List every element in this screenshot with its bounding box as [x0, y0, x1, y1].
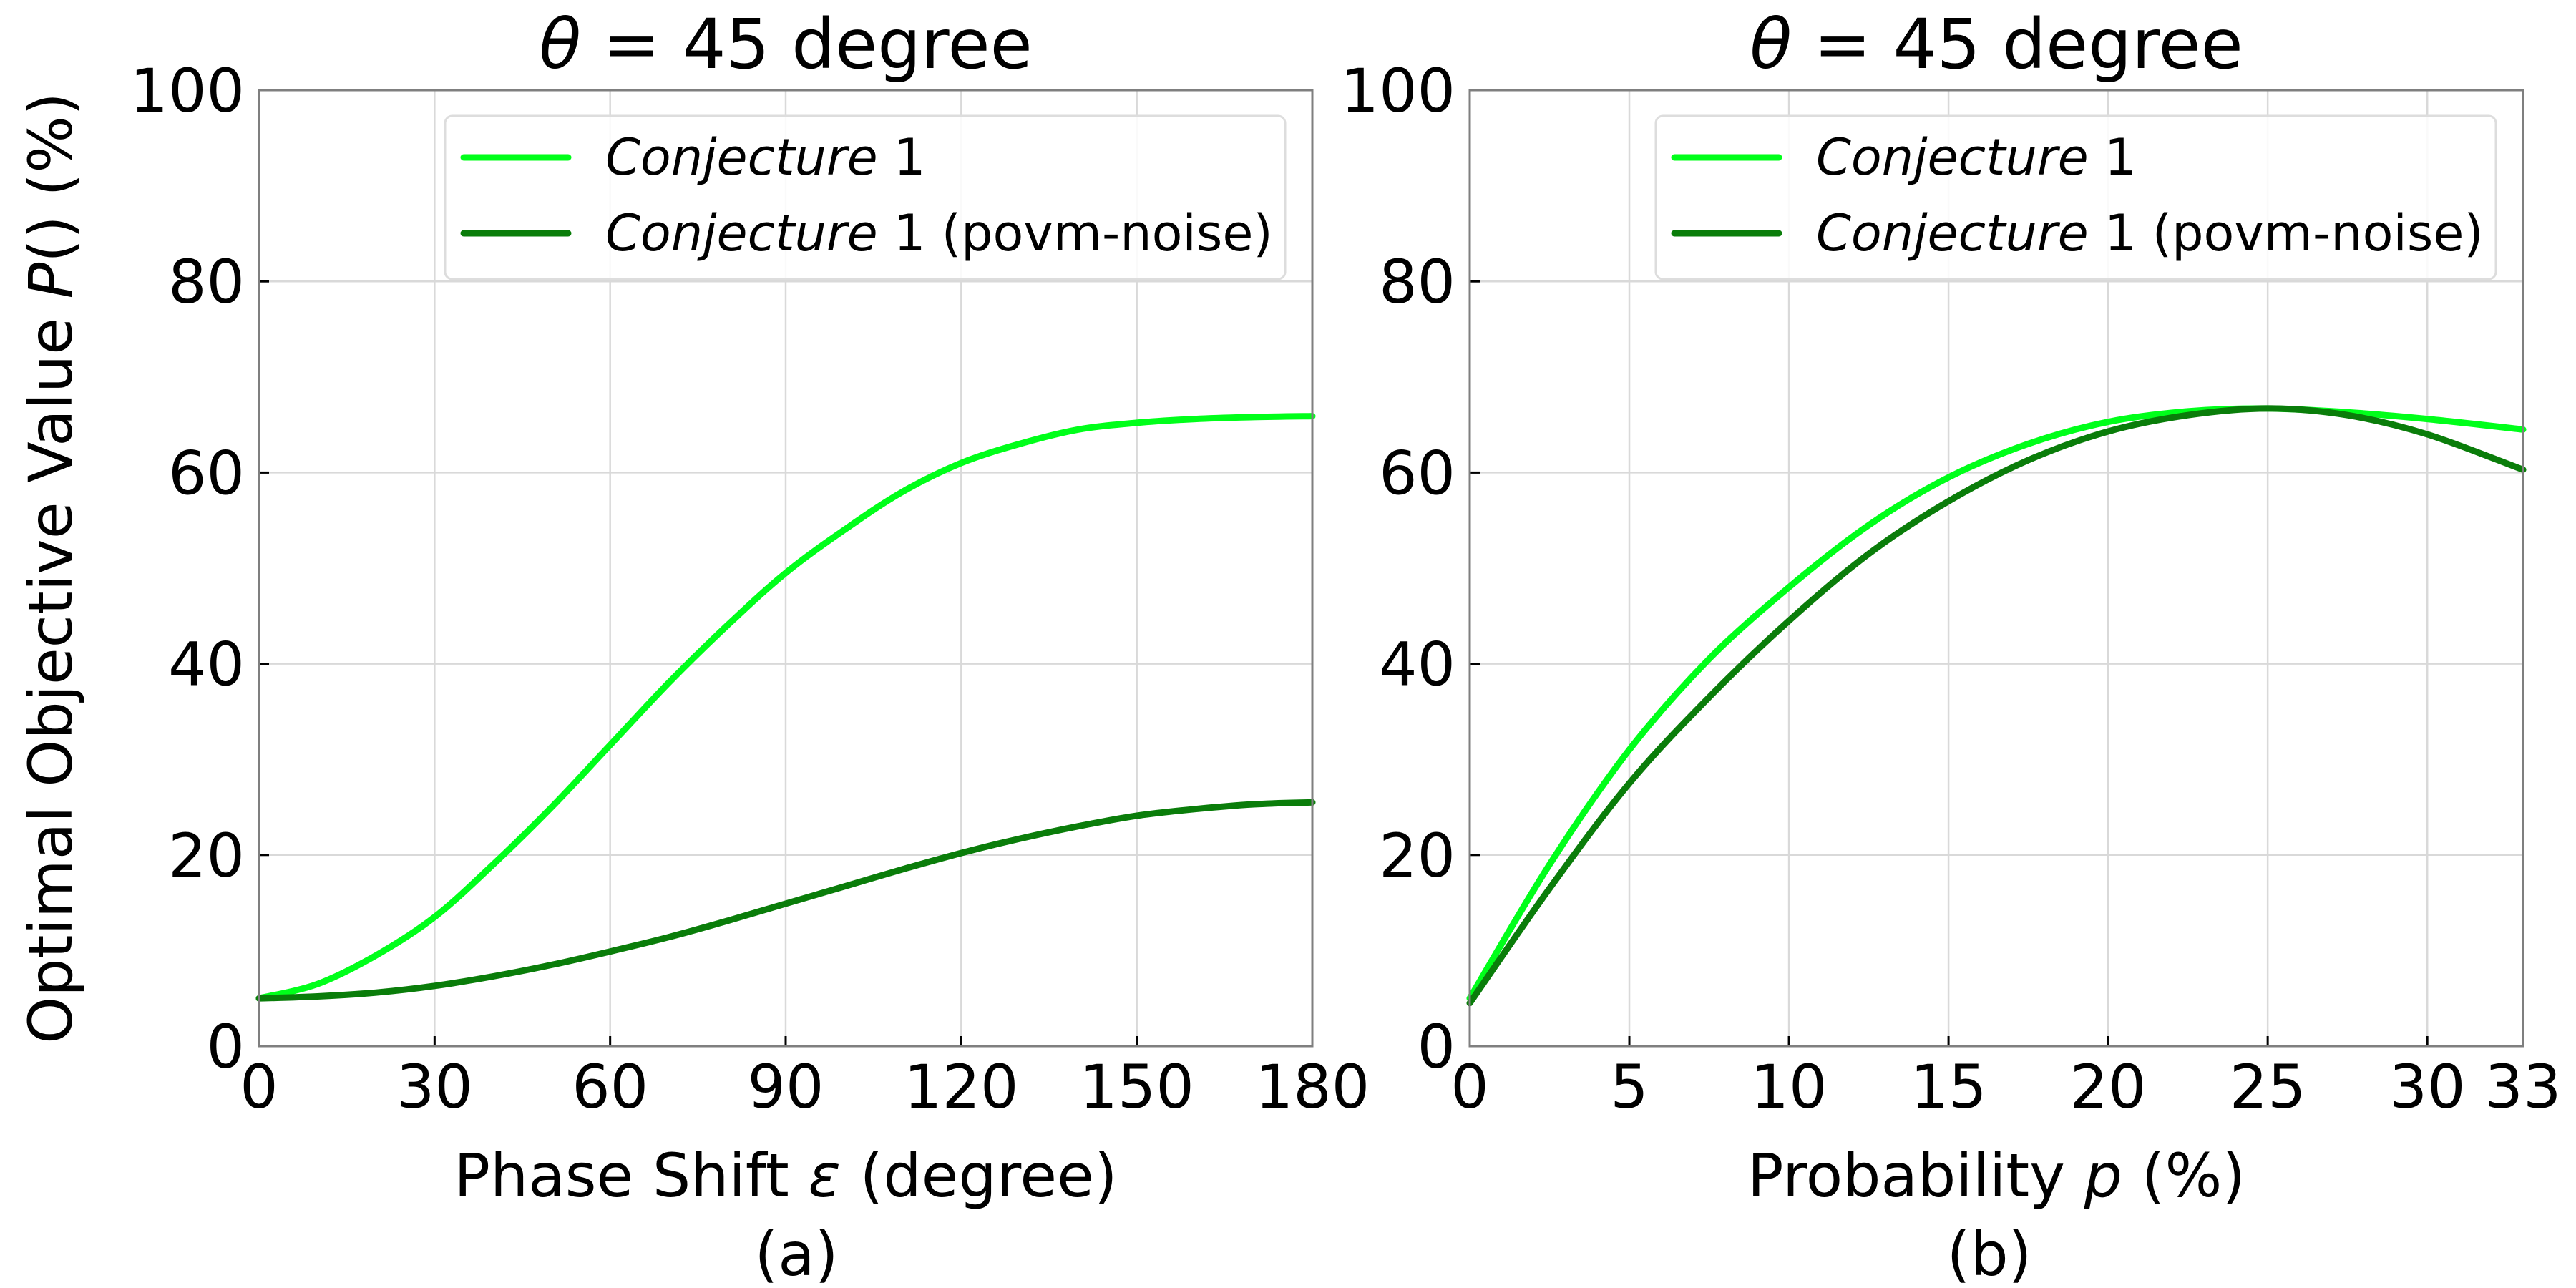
panel-a-x-label-prefix: Phase Shift [454, 1141, 808, 1211]
panel-b-y-tick-label: 20 [1379, 821, 1455, 891]
panel-b-x-label-var: p [2084, 1141, 2122, 1211]
panel-b-legend-box [1654, 114, 2497, 280]
panel-b-legend-label-povm-noise: Conjecture 1 (povm-noise) [1816, 204, 2484, 263]
panel-a-legend-box [444, 114, 1287, 280]
panel-a-legend-label-povm-noise: Conjecture 1 (povm-noise) [605, 204, 1273, 263]
panel-a-ticks: 0 30 60 90 120 150 180 0 20 40 60 80 100 [130, 56, 1370, 1122]
panel-a-x-tick-label: 90 [748, 1052, 824, 1122]
panel-b-plot-frame [1468, 89, 2524, 1048]
panel-a-x-tick-label: 150 [1079, 1052, 1194, 1122]
panel-b-y-tick-label: 0 [1418, 1012, 1455, 1082]
panel-b-title-theta: θ [1750, 4, 1792, 84]
panel-b-legend-label-povm-noise-rest: 1 (povm-noise) [2089, 204, 2484, 263]
panel-a-y-axis-label: Optimal Objective Value P() (%) [16, 92, 86, 1044]
panel-a-x-tick-label: 30 [396, 1052, 473, 1122]
panel-a-y-tick-label: 80 [168, 247, 245, 317]
panel-b-legend-label-povm-noise-italic: Conjecture [1816, 204, 2089, 263]
panel-a-y-tick-label: 100 [130, 56, 245, 126]
panel-a-x-axis-label: Phase Shift ε (degree) [454, 1141, 1117, 1211]
panel-b-legend: Conjecture 1 Conjecture 1 (povm-noise) [1654, 114, 2497, 280]
panel-a-legend-label-conjecture-1: Conjecture 1 [605, 128, 926, 187]
panel-a-x-label-suffix: (degree) [841, 1141, 1118, 1211]
panel-b-sub-label: (b) [1947, 1219, 2032, 1288]
panel-a-title-rest: = 45 degree [581, 4, 1033, 84]
panel-b-y-tick-label: 60 [1379, 438, 1455, 508]
panel-b-x-tick-label: 20 [2070, 1052, 2147, 1122]
panel-a-series-conjecture-1-line [255, 413, 1316, 1002]
panel-b-series-conjecture-1-povm-noise-line [1466, 405, 2527, 1007]
panel-b: 0 5 10 15 20 25 30 33 0 20 40 60 80 100 θ = 45 degree… [1341, 4, 2562, 1288]
panel-b-title-rest: = 45 degree [1792, 4, 2243, 84]
panel-a-y-tick-label: 0 [207, 1012, 245, 1082]
panel-a-legend: Conjecture 1 Conjecture 1 (povm-noise) [444, 114, 1287, 280]
panel-a-series [255, 413, 1316, 1002]
panel-b-ticks: 0 5 10 15 20 25 30 33 0 20 40 60 80 100 [1341, 56, 2562, 1122]
panel-b-series-conjecture-1-line [1466, 405, 2527, 1002]
panel-b-x-tick-label: 5 [1610, 1052, 1648, 1122]
panel-a-legend-label-conjecture-1-rest: 1 [878, 128, 926, 187]
panel-a-x-tick-label: 60 [572, 1052, 648, 1122]
panel-b-x-axis-label: Probability p (%) [1747, 1141, 2245, 1211]
panel-a-legend-label-conjecture-1-italic: Conjecture [605, 128, 878, 187]
panel-b-x-tick-label: 10 [1751, 1052, 1828, 1122]
panel-a-y-tick-label: 20 [168, 821, 245, 891]
panel-a-series-conjecture-1-povm-noise-line [255, 799, 1316, 1002]
panel-a-y-tick-label: 40 [168, 630, 245, 700]
panel-a-legend-label-povm-noise-italic: Conjecture [605, 204, 878, 263]
panel-a-legend-label-povm-noise-rest: 1 (povm-noise) [878, 204, 1273, 263]
panel-b-title: θ = 45 degree [1750, 4, 2243, 84]
panel-b-y-tick-label: 40 [1379, 630, 1455, 700]
panel-b-x-tick-label: 25 [2230, 1052, 2306, 1122]
panel-a: 0 30 60 90 120 150 180 0 20 40 60 80 100 θ = 45 degr… [16, 4, 1370, 1288]
panel-b-x-tick-label: 33 [2485, 1052, 2562, 1122]
panel-b-legend-label-conjecture-1: Conjecture 1 [1816, 128, 2137, 187]
panel-b-x-label-suffix: (%) [2122, 1141, 2245, 1211]
panel-a-title-theta: θ [539, 4, 581, 84]
panel-b-x-tick-label: 30 [2389, 1052, 2466, 1122]
panel-b-legend-label-conjecture-1-rest: 1 [2089, 128, 2137, 187]
panel-b-series [1466, 405, 2527, 1007]
panel-b-y-tick-label: 100 [1341, 56, 1455, 126]
panel-a-title: θ = 45 degree [539, 4, 1032, 84]
panel-a-plot-frame [258, 89, 1314, 1048]
panel-a-y-label-var: P [16, 262, 86, 298]
panel-b-x-label-prefix: Probability [1747, 1141, 2084, 1211]
panel-a-y-label-suffix: () (%) [16, 92, 86, 263]
panel-b-x-tick-label: 15 [1911, 1052, 1987, 1122]
panel-b-legend-label-conjecture-1-italic: Conjecture [1816, 128, 2089, 187]
panel-a-x-label-var: ε [809, 1141, 841, 1211]
panel-a-y-tick-label: 60 [168, 438, 245, 508]
panel-a-x-tick-label: 120 [904, 1052, 1018, 1122]
panel-b-x-tick-label: 0 [1450, 1052, 1488, 1122]
panel-a-x-tick-label: 180 [1255, 1052, 1370, 1122]
panel-b-y-tick-label: 80 [1379, 247, 1455, 317]
panel-a-sub-label: (a) [754, 1219, 838, 1288]
panel-a-y-label-prefix: Optimal Objective Value [16, 298, 86, 1043]
panel-a-x-tick-label: 0 [240, 1052, 278, 1122]
